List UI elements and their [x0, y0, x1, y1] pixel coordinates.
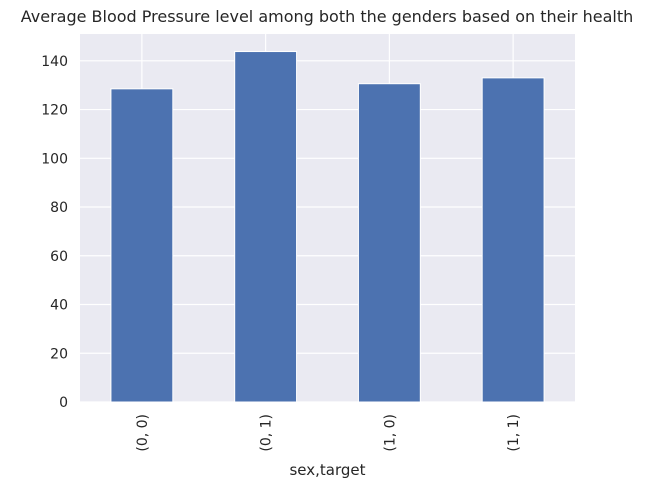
y-tick-label: 100 [41, 151, 68, 167]
x-tick-label: (1, 1) [506, 414, 522, 452]
y-tick-labels: 0 20 40 60 80 100 120 140 [41, 54, 68, 411]
bar [110, 88, 174, 403]
x-axis-label: sex,target [289, 461, 365, 479]
y-tick-label: 20 [50, 346, 68, 362]
y-tick-label: 140 [41, 54, 68, 70]
y-tick-label: 40 [50, 298, 68, 314]
bar [234, 51, 298, 403]
y-tick-label: 60 [50, 249, 68, 265]
y-tick-label: 0 [59, 395, 68, 411]
y-tick-label: 120 [41, 103, 68, 119]
y-tick-label: 80 [50, 200, 68, 216]
bar [357, 83, 421, 403]
x-tick-labels: (0, 0) (0, 1) (1, 0) (1, 1) [135, 414, 522, 452]
chart-title: Average Blood Pressure level among both … [21, 7, 633, 26]
x-tick-label: (0, 1) [259, 414, 275, 452]
bar [481, 77, 545, 403]
bars [110, 51, 545, 403]
x-tick-label: (0, 0) [135, 414, 151, 452]
x-tick-label: (1, 0) [382, 414, 398, 452]
